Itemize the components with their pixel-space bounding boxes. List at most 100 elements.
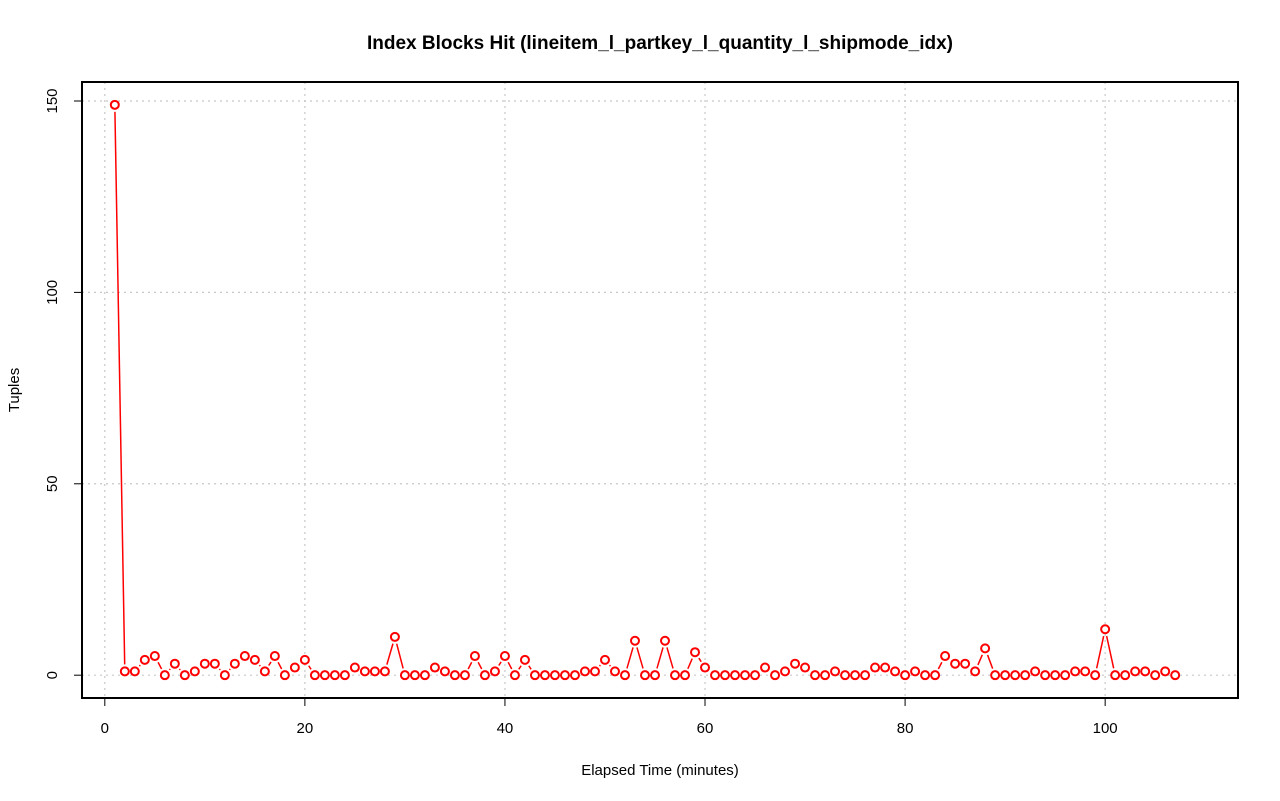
series-line-segment	[218, 668, 221, 671]
data-point	[670, 670, 681, 681]
data-point	[209, 658, 220, 669]
data-point	[329, 670, 340, 681]
data-point	[499, 651, 510, 662]
series-line-segment	[609, 664, 611, 667]
plot-area-frame	[81, 81, 1239, 699]
data-point	[369, 666, 380, 677]
data-point	[900, 670, 911, 681]
series-line-segment	[277, 661, 283, 670]
data-point	[289, 662, 300, 673]
data-point	[960, 658, 971, 669]
data-point	[239, 651, 250, 662]
data-point	[770, 670, 781, 681]
data-point	[950, 658, 961, 669]
data-point	[1140, 666, 1151, 677]
data-point	[459, 670, 470, 681]
series-line-segment	[986, 654, 994, 669]
series-line-segment	[1095, 635, 1105, 669]
series-line-segment	[626, 647, 634, 669]
data-point	[1010, 670, 1021, 681]
data-point	[830, 666, 841, 677]
data-point	[319, 670, 330, 681]
series-line-segment	[937, 661, 943, 670]
data-point	[1110, 670, 1121, 681]
data-point	[990, 670, 1001, 681]
data-point	[359, 666, 370, 677]
data-point	[639, 670, 650, 681]
series-line-segment	[599, 664, 601, 667]
data-point	[700, 662, 711, 673]
series-line-segment	[977, 654, 984, 666]
series-line-segment	[1105, 635, 1115, 669]
data-point	[439, 666, 450, 677]
data-point	[1170, 670, 1181, 681]
data-point	[660, 635, 671, 646]
data-point	[1000, 670, 1011, 681]
data-point	[479, 670, 490, 681]
data-point	[930, 670, 941, 681]
series-line-segment	[498, 661, 502, 666]
series-line-segment	[666, 647, 674, 669]
data-point	[790, 658, 801, 669]
series-line-segment	[698, 657, 702, 663]
data-point	[139, 654, 150, 665]
x-axis-label: Elapsed Time (minutes)	[581, 762, 739, 779]
data-point	[820, 670, 831, 681]
data-point	[579, 666, 590, 677]
data-point	[1050, 670, 1061, 681]
data-point	[199, 658, 210, 669]
series-line-segment	[518, 665, 522, 670]
x-tick-label: 20	[297, 720, 314, 737]
data-point	[710, 670, 721, 681]
data-point	[159, 670, 170, 681]
y-tick-label: 150	[44, 88, 61, 113]
data-point	[840, 670, 851, 681]
data-point	[629, 635, 640, 646]
data-point	[149, 651, 160, 662]
data-point	[489, 666, 500, 677]
y-axis-label: Tuples	[6, 368, 23, 412]
data-point	[619, 670, 630, 681]
series-line-segment	[467, 661, 473, 670]
data-point	[780, 666, 791, 677]
y-tick-label: 50	[44, 475, 61, 492]
data-point	[599, 654, 610, 665]
data-point	[1080, 666, 1091, 677]
data-point	[720, 670, 731, 681]
data-point	[109, 99, 120, 110]
data-point	[339, 670, 350, 681]
series-line-segment	[114, 111, 126, 665]
x-tick-label: 60	[697, 720, 714, 737]
data-point	[229, 658, 240, 669]
data-point	[1060, 670, 1071, 681]
data-point	[1020, 670, 1031, 681]
x-tick-label: 40	[497, 720, 514, 737]
data-point	[1100, 624, 1111, 635]
series-line-segment	[157, 661, 163, 670]
data-point	[890, 666, 901, 677]
data-point	[870, 662, 881, 673]
series-line-segment	[228, 668, 231, 671]
data-point	[409, 670, 420, 681]
data-point	[429, 662, 440, 673]
series-line-segment	[178, 668, 181, 671]
data-point	[189, 666, 200, 677]
data-point	[129, 666, 140, 677]
x-tick-label: 80	[897, 720, 914, 737]
data-point	[910, 666, 921, 677]
data-point	[549, 670, 560, 681]
data-point	[850, 670, 861, 681]
x-tick-label: 100	[1093, 720, 1118, 737]
data-point	[119, 666, 130, 677]
data-point	[419, 670, 430, 681]
data-point	[589, 666, 600, 677]
data-point	[1130, 666, 1141, 677]
data-point	[750, 670, 761, 681]
data-point	[559, 670, 570, 681]
data-point	[1120, 670, 1131, 681]
data-point	[469, 651, 480, 662]
data-point	[389, 631, 400, 642]
data-point	[509, 670, 520, 681]
series-line-segment	[308, 665, 312, 670]
series-line-segment	[268, 661, 272, 666]
